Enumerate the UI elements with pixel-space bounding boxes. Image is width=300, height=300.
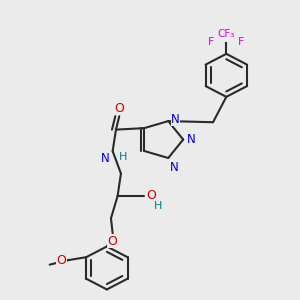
Text: H: H xyxy=(154,201,162,211)
Text: F: F xyxy=(238,37,244,47)
Text: O: O xyxy=(56,254,66,267)
Text: N: N xyxy=(101,152,110,165)
Text: CF₃: CF₃ xyxy=(218,29,235,39)
Text: N: N xyxy=(187,133,196,146)
Text: O: O xyxy=(146,189,156,203)
Text: N: N xyxy=(170,161,179,174)
Text: O: O xyxy=(114,102,124,115)
Text: O: O xyxy=(108,235,118,248)
Text: N: N xyxy=(171,113,180,126)
Text: F: F xyxy=(221,29,228,39)
Text: H: H xyxy=(118,152,127,162)
Text: F: F xyxy=(208,37,214,47)
